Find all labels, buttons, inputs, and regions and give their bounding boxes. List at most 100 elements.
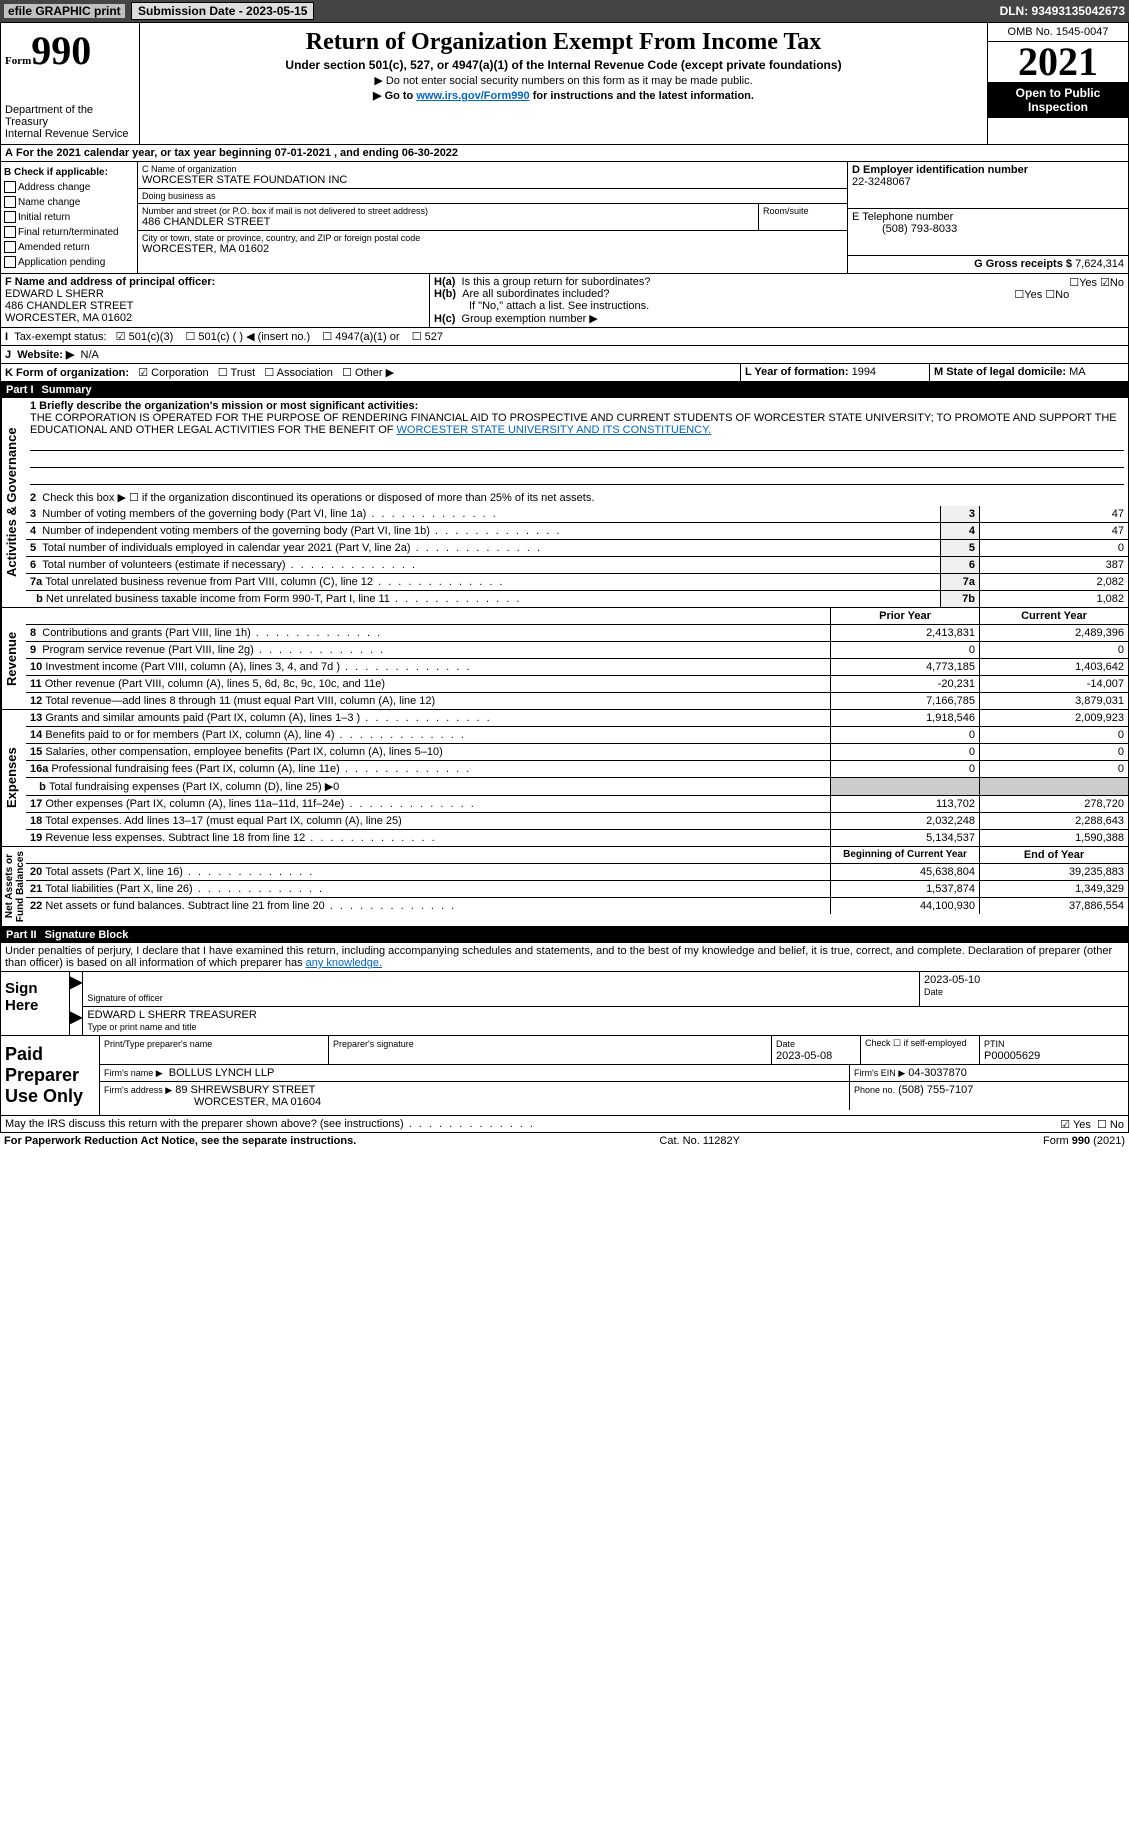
l11-text: Other revenue (Part VIII, column (A), li… — [45, 678, 385, 690]
l17-curr: 278,720 — [979, 796, 1128, 812]
hdr-curr: Current Year — [979, 608, 1128, 624]
l14-curr: 0 — [979, 727, 1128, 743]
l10-text: Investment income (Part VIII, column (A)… — [45, 661, 471, 673]
h-ifno: If "No," attach a list. See instructions… — [434, 300, 1124, 312]
l9-curr: 0 — [979, 642, 1128, 658]
hdr-prior: Prior Year — [830, 608, 979, 624]
prep-date-label: Date — [776, 1039, 795, 1049]
side-revenue: Revenue — [1, 608, 26, 709]
opt-501c3: 501(c)(3) — [129, 331, 174, 343]
officer-name: EDWARD L SHERR — [5, 288, 104, 300]
l8-text: Contributions and grants (Part VIII, lin… — [42, 627, 382, 639]
form-page: Form 990 (2021) — [1043, 1135, 1125, 1147]
part-i-header: Part ISummary — [0, 382, 1129, 398]
penalty-link[interactable]: any knowledge. — [306, 957, 382, 969]
hdr-end: End of Year — [979, 847, 1128, 863]
efile-tag: efile GRAPHIC print — [4, 4, 125, 18]
form-title: Return of Organization Exempt From Incom… — [144, 29, 983, 56]
org-name: WORCESTER STATE FOUNDATION INC — [142, 174, 843, 186]
l9-text: Program service revenue (Part VIII, line… — [42, 644, 385, 656]
g-label: G Gross receipts $ — [974, 258, 1072, 270]
sig-date: 2023-05-10 — [924, 974, 980, 986]
ptin: P00005629 — [984, 1050, 1040, 1062]
mission-link[interactable]: WORCESTER STATE UNIVERSITY AND ITS CONST… — [397, 424, 712, 436]
m-label: M State of legal domicile: — [934, 366, 1066, 378]
l10-curr: 1,403,642 — [979, 659, 1128, 675]
phone: (508) 793-8033 — [852, 223, 957, 235]
irs-link[interactable]: www.irs.gov/Form990 — [416, 90, 529, 102]
submission-date-btn[interactable]: Submission Date - 2023-05-15 — [131, 2, 314, 20]
side-activities: Activities & Governance — [1, 398, 26, 607]
l20-curr: 39,235,883 — [979, 864, 1128, 880]
year-formed: 1994 — [852, 366, 876, 378]
discuss-line: May the IRS discuss this return with the… — [0, 1116, 1129, 1133]
officer-city: WORCESTER, MA 01602 — [5, 312, 132, 324]
prep-date: 2023-05-08 — [776, 1050, 832, 1062]
l5-text: Total number of individuals employed in … — [42, 542, 542, 554]
opt-assoc: Association — [277, 367, 333, 379]
l10-prior: 4,773,185 — [830, 659, 979, 675]
firm-phone: (508) 755-7107 — [898, 1084, 973, 1096]
l19-prior: 5,134,537 — [830, 830, 979, 846]
page-footer: For Paperwork Reduction Act Notice, see … — [0, 1133, 1129, 1149]
l15-text: Salaries, other compensation, employee b… — [45, 746, 442, 758]
l18-prior: 2,032,248 — [830, 813, 979, 829]
l19-text: Revenue less expenses. Subtract line 18 … — [45, 832, 436, 844]
l12-curr: 3,879,031 — [979, 693, 1128, 709]
check-self: Check ☐ if self-employed — [860, 1036, 979, 1064]
l20-text: Total assets (Part X, line 16) — [45, 866, 314, 878]
l-label: L Year of formation: — [745, 366, 849, 378]
h-b: Are all subordinates included? — [462, 288, 609, 300]
firm-name-label: Firm's name ▶ — [104, 1068, 163, 1078]
firm-addr-label: Firm's address ▶ — [104, 1085, 172, 1095]
dln: DLN: 93493135042673 — [1000, 4, 1125, 18]
prep-name-label: Print/Type preparer's name — [104, 1039, 212, 1049]
l16a-text: Professional fundraising fees (Part IX, … — [51, 763, 471, 775]
f-label: F Name and address of principal officer: — [5, 276, 215, 288]
l17-text: Other expenses (Part IX, column (A), lin… — [45, 798, 475, 810]
l13-text: Grants and similar amounts paid (Part IX… — [45, 712, 491, 724]
opt-other: Other ▶ — [355, 367, 394, 379]
tax-year: 2021 — [988, 42, 1128, 82]
form-number: 990 — [31, 28, 91, 73]
ein: 22-3248067 — [852, 176, 911, 188]
l11-prior: -20,231 — [830, 676, 979, 692]
l21-curr: 1,349,329 — [979, 881, 1128, 897]
firm-ein-label: Firm's EIN ▶ — [854, 1068, 905, 1078]
l7a-num: 7a — [940, 574, 979, 590]
e-label: E Telephone number — [852, 211, 953, 223]
dept: Department of the Treasury Internal Reve… — [5, 104, 135, 140]
l3-text: Number of voting members of the governin… — [42, 508, 498, 520]
opt-4947: 4947(a)(1) or — [335, 331, 399, 343]
l5-val: 0 — [979, 540, 1128, 556]
form-header: Form990 Department of the Treasury Inter… — [0, 22, 1129, 145]
l16a-curr: 0 — [979, 761, 1128, 777]
firm-ein: 04-3037870 — [908, 1067, 967, 1079]
city: WORCESTER, MA 01602 — [142, 243, 843, 255]
l20-prior: 45,638,804 — [830, 864, 979, 880]
officer-street: 486 CHANDLER STREET — [5, 300, 133, 312]
i-label: Tax-exempt status: — [14, 331, 106, 343]
firm-addr2: WORCESTER, MA 01604 — [104, 1096, 321, 1108]
l16b-curr — [979, 778, 1128, 795]
note-ssn: ▶ Do not enter social security numbers o… — [144, 74, 983, 87]
l16a-prior: 0 — [830, 761, 979, 777]
firm-name: BOLLUS LYNCH LLP — [169, 1067, 275, 1079]
form-label: Form — [5, 55, 31, 67]
j-label: Website: ▶ — [17, 349, 74, 361]
h-a: Is this a group return for subordinates? — [462, 276, 651, 288]
c-name-label: C Name of organization — [142, 164, 843, 174]
room-label: Room/suite — [758, 204, 847, 230]
l8-prior: 2,413,831 — [830, 625, 979, 641]
opt-527: 527 — [425, 331, 443, 343]
city-label: City or town, state or province, country… — [142, 233, 843, 243]
l17-prior: 113,702 — [830, 796, 979, 812]
arrow-icon: ▶ — [70, 972, 82, 1007]
d-label: D Employer identification number — [852, 164, 1028, 176]
officer-name-title: EDWARD L SHERR TREASURER — [87, 1009, 257, 1021]
l6-num: 6 — [940, 557, 979, 573]
website: N/A — [81, 349, 99, 361]
l4-val: 47 — [979, 523, 1128, 539]
open-to-public: Open to Public Inspection — [988, 82, 1128, 118]
l5-num: 5 — [940, 540, 979, 556]
